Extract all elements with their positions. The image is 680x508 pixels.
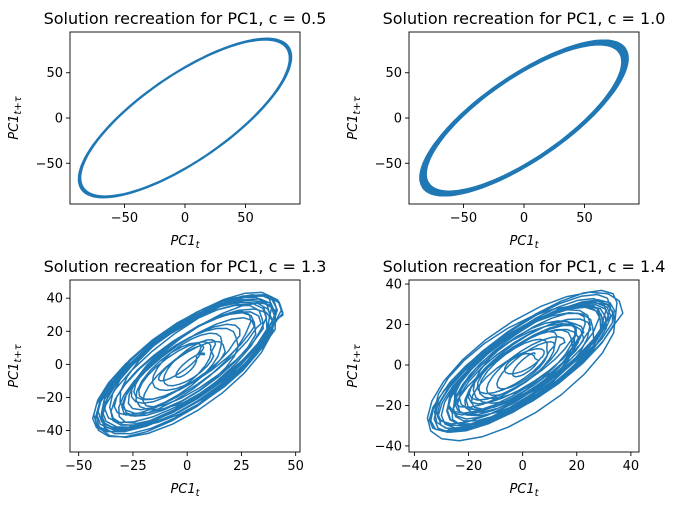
y-axis-label: PC1t+τ — [346, 95, 363, 139]
x-tick-label: 40 — [623, 459, 640, 474]
y-tick-label: −40 — [375, 439, 402, 454]
chart-title: Solution recreation for PC1, c = 1.0 — [383, 9, 666, 28]
chart-title: Solution recreation for PC1, c = 1.4 — [383, 257, 666, 276]
y-tick-label: 20 — [385, 318, 402, 333]
y-tick-label: 0 — [394, 358, 402, 373]
chart-title: Solution recreation for PC1, c = 1.3 — [44, 257, 327, 276]
chart-panel-4: −40 −20 0 20 40 −40 −20 0 20 40 Solution recreatio… — [346, 257, 665, 499]
x-axis-label: PC1t — [170, 234, 200, 251]
x-tick-label: −40 — [401, 459, 428, 474]
y-axis-label: PC1t+τ — [7, 95, 24, 139]
x-tick-label: 50 — [576, 211, 593, 226]
x-tick-label: −25 — [119, 459, 146, 474]
x-tick-label: −50 — [450, 211, 477, 226]
x-tick-label: 50 — [287, 459, 304, 474]
x-tick-label: −20 — [455, 459, 482, 474]
y-axis-label: PC1t+τ — [346, 343, 363, 387]
x-tick-label: 20 — [568, 459, 585, 474]
x-tick-label: 0 — [183, 459, 191, 474]
y-tick-label: −20 — [375, 399, 402, 414]
trajectory-line — [420, 40, 628, 196]
x-tick-label: 25 — [233, 459, 250, 474]
chart-panel-2: −50 0 50 −50 0 50 Solution recreation for PC1,… — [346, 9, 665, 251]
y-tick-label: 40 — [46, 292, 63, 307]
y-tick-label: 0 — [394, 112, 402, 127]
y-tick-label: 0 — [55, 358, 63, 373]
x-axis-label: PC1t — [509, 234, 539, 251]
x-tick-label: −50 — [65, 459, 92, 474]
y-tick-label: −20 — [36, 391, 63, 406]
y-tick-label: 40 — [385, 278, 402, 293]
y-tick-label: 20 — [46, 325, 63, 340]
x-tick-label: −50 — [111, 211, 138, 226]
chart-panel-1: −50 0 50 −50 0 50 Solution recreation for PC1,… — [7, 9, 326, 251]
y-tick-label: −50 — [36, 157, 63, 172]
trajectory-line — [93, 292, 283, 437]
axes-frame — [409, 32, 639, 204]
x-tick-label: 0 — [181, 211, 189, 226]
chart-panel-3: −50 −25 0 25 50 −40 −20 0 20 40 Solution recreatio… — [7, 257, 326, 499]
x-tick-label: 50 — [237, 211, 254, 226]
x-axis-label: PC1t — [170, 482, 200, 499]
x-tick-label: 0 — [520, 211, 528, 226]
x-axis-label: PC1t — [509, 482, 539, 499]
y-tick-label: 50 — [46, 66, 63, 81]
chart-title: Solution recreation for PC1, c = 0.5 — [44, 9, 327, 28]
y-axis-label: PC1t+τ — [7, 343, 24, 387]
axes-frame — [70, 32, 300, 204]
y-tick-label: −50 — [375, 157, 402, 172]
trajectory-line — [79, 38, 292, 197]
x-tick-label: 0 — [519, 459, 527, 474]
y-tick-label: −40 — [36, 424, 63, 439]
trajectory-line — [427, 290, 622, 440]
y-tick-label: 0 — [55, 112, 63, 127]
y-tick-label: 50 — [385, 66, 402, 81]
